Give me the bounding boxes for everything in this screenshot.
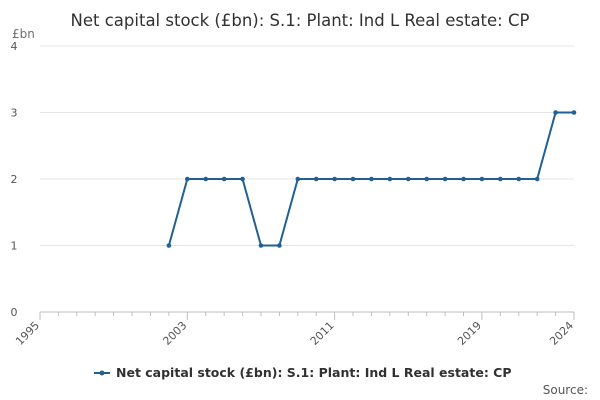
x-tick-label: 1995 (13, 319, 42, 348)
plot-area (166, 110, 577, 248)
legend-swatch-marker (99, 370, 105, 376)
data-point (221, 176, 227, 182)
y-tick-label: 0 (11, 306, 18, 319)
data-point (313, 176, 319, 182)
x-tick-label: 2024 (547, 319, 576, 348)
data-point (387, 176, 393, 182)
gridlines (40, 45, 574, 246)
data-point (516, 176, 522, 182)
data-point (332, 176, 337, 182)
y-tick-label: 3 (11, 107, 18, 120)
data-point (571, 110, 577, 115)
source-label: Source: (543, 383, 588, 397)
y-tick-label: 2 (11, 173, 18, 186)
y-tick-label: 1 (11, 240, 18, 253)
data-point (258, 243, 264, 248)
legend[interactable]: Net capital stock (£bn): S.1: Plant: Ind… (94, 365, 512, 380)
data-point (498, 176, 503, 182)
data-point (553, 110, 558, 115)
y-axis: 0 1 2 3 4 (11, 40, 18, 319)
data-point (240, 176, 245, 182)
data-point (442, 176, 448, 182)
data-point (277, 243, 282, 248)
data-point (461, 176, 466, 182)
data-point (350, 176, 356, 182)
data-point (479, 176, 485, 182)
data-point (166, 243, 172, 248)
data-point (405, 176, 411, 182)
legend-label: Net capital stock (£bn): S.1: Plant: Ind… (116, 365, 512, 380)
chart-title: Net capital stock (£bn): S.1: Plant: Ind… (71, 11, 530, 30)
y-tick-label: 4 (11, 40, 18, 53)
data-point (424, 176, 429, 182)
x-axis: 1995 2003 2011 2019 2024 (13, 311, 576, 348)
data-point (185, 176, 190, 182)
x-tick-label: 2019 (455, 319, 484, 348)
data-point (295, 176, 301, 182)
x-tick-label: 2011 (308, 319, 337, 348)
x-tick-label: 2003 (160, 319, 189, 348)
data-point (369, 176, 374, 182)
y-unit-label: £bn (12, 27, 35, 41)
data-point (203, 176, 209, 182)
data-point (534, 176, 540, 182)
